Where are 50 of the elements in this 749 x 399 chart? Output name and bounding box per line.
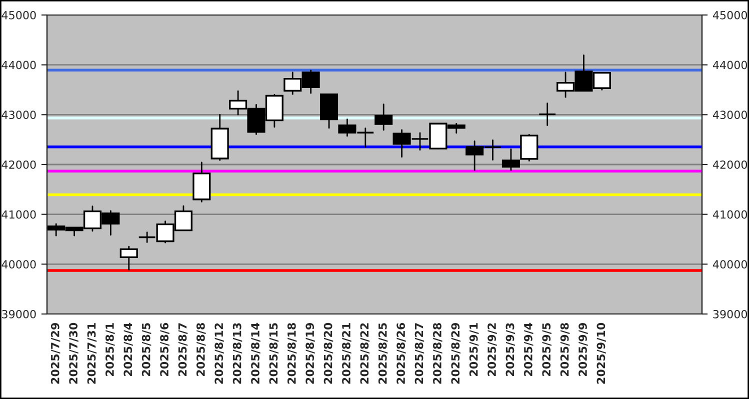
x-tick-label: 2025/8/19	[306, 323, 315, 384]
y-tick-label: 42000	[2, 160, 36, 169]
candlestick	[120, 246, 138, 270]
candlestick	[538, 102, 556, 126]
x-tick-label: 2025/8/28	[433, 323, 442, 384]
x-tick-label: 2025/8/13	[232, 323, 242, 384]
x-tick-label: 2025/8/27	[414, 323, 424, 384]
x-tick-label: 2025/8/20	[324, 322, 334, 384]
x-tick-label: 2025/8/21	[342, 323, 352, 384]
x-tick-label: 2025/7/31	[87, 323, 97, 384]
x-tick-label: 2025/9/9	[578, 323, 588, 376]
candlestick	[520, 134, 538, 162]
x-tick-label: 2025/8/7	[178, 323, 188, 376]
x-tick-label: 2025/8/5	[142, 323, 152, 376]
x-tick-label: 2025/8/4	[124, 322, 133, 376]
x-tick-label: 2025/8/15	[269, 323, 279, 384]
x-tick-label: 2025/8/29	[451, 323, 460, 384]
y-tick-label: 44000	[2, 60, 36, 70]
x-tick-label: 2025/9/1	[469, 323, 479, 376]
y-tick-label: 43000	[2, 110, 36, 120]
x-tick-label: 2025/8/22	[360, 323, 370, 384]
candlestick	[502, 148, 520, 171]
x-tick-label: 2025/8/12	[214, 323, 224, 384]
y2-tick-label: 40000	[712, 260, 748, 269]
x-tick-label: 2025/9/4	[524, 322, 534, 376]
x-tick-label: 2025/9/3	[506, 323, 516, 376]
x-tick-label: 2025/8/8	[196, 323, 206, 376]
x-tick-label: 2025/9/2	[488, 323, 497, 376]
x-tick-label: 2025/8/25	[378, 323, 388, 384]
x-tick-label: 2025/8/26	[396, 322, 406, 384]
x-tick-label: 2025/9/8	[560, 323, 570, 376]
x-tick-label: 2025/8/1	[106, 323, 115, 376]
x-tick-label: 2025/9/5	[542, 323, 552, 376]
y2-tick-label: 44000	[712, 60, 748, 70]
y2-tick-label: 42000	[712, 160, 748, 169]
x-tick-label: 2025/8/18	[287, 323, 297, 384]
y-tick-label: 40000	[2, 260, 36, 269]
x-tick-label: 2025/8/6	[160, 322, 170, 376]
y2-tick-label: 43000	[712, 110, 748, 120]
x-tick-label: 2025/7/30	[69, 322, 78, 384]
y2-tick-label: 41000	[712, 210, 748, 219]
y2-tick-label: 39000	[713, 310, 748, 318]
x-tick-label: 2025/8/14	[251, 322, 260, 384]
y-tick-label: 41000	[2, 210, 36, 219]
x-tick-label: 2025/9/10	[596, 322, 606, 384]
candlestick	[374, 104, 393, 131]
y-tick-label: 39000	[2, 310, 36, 318]
y2-tick-label: 45000	[712, 10, 748, 20]
x-tick-label: 2025/7/29	[50, 323, 60, 384]
y-tick-label: 45000	[2, 10, 36, 20]
